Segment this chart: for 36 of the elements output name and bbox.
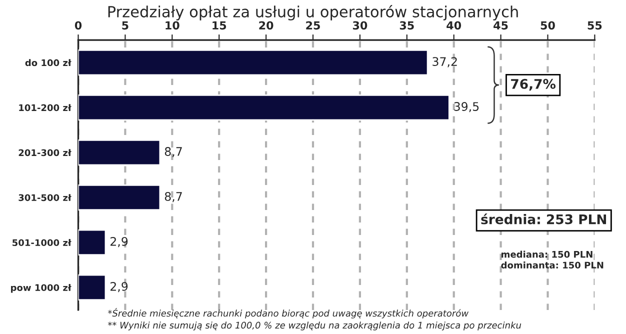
bar: [78, 94, 450, 121]
data-label: 39,5: [454, 102, 479, 112]
x-tick-label: 15: [212, 21, 226, 30]
y-tick-label: 101-200 zł: [19, 104, 72, 112]
x-tick-label: 30: [352, 21, 368, 30]
x-tick-label: 10: [166, 21, 180, 30]
data-label: 8,7: [164, 192, 182, 202]
annotation: średnia: 253 PLN: [481, 214, 606, 224]
text: ** Wyniki nie sumują się do 100,0 % ze względu na zaokrąglenia do 1 miejsca po przecinku: [108, 322, 522, 330]
data-label: 2,9: [110, 236, 128, 248]
x-tick-label: 35: [400, 21, 414, 30]
x-tick-label: 20: [259, 21, 274, 30]
data-label: 2,9: [110, 282, 128, 292]
x-tick-label: 50: [540, 21, 555, 30]
y-tick-label: do 100 zł: [25, 59, 72, 66]
x-tick-label: 55: [588, 21, 602, 30]
annotation: mediana: 150 PLN dominanta: 150 PLN: [501, 250, 604, 269]
bar: [78, 50, 428, 76]
chart-title: Przedziały opłat za usługi u operatorów stacjonarnych: [108, 5, 518, 20]
bar: [78, 229, 106, 256]
bar: [78, 139, 161, 166]
x-tick-label: 25: [306, 21, 320, 30]
x-tick-label: 5: [122, 21, 128, 30]
annotation: *Średnie miesięczne rachunki podano biorąc pod uwagę wszystkich operatorów: [108, 308, 469, 318]
x-tick-label: 0: [74, 21, 82, 30]
bar: [78, 274, 106, 301]
x-tick-label: 45: [494, 21, 508, 30]
bar: [78, 184, 161, 211]
annotation: 76,7%: [511, 78, 556, 91]
y-tick-label: pow 1000 zł: [11, 284, 72, 293]
y-tick-label: 501-1000 zł: [12, 239, 72, 246]
y-tick-label: 201-300 zł: [18, 149, 72, 156]
x-tick-label: 40: [446, 21, 462, 30]
y-tick-label: 301-500 zł: [18, 194, 72, 202]
data-label: 8,7: [164, 147, 182, 158]
data-label: 37,2: [432, 57, 457, 68]
